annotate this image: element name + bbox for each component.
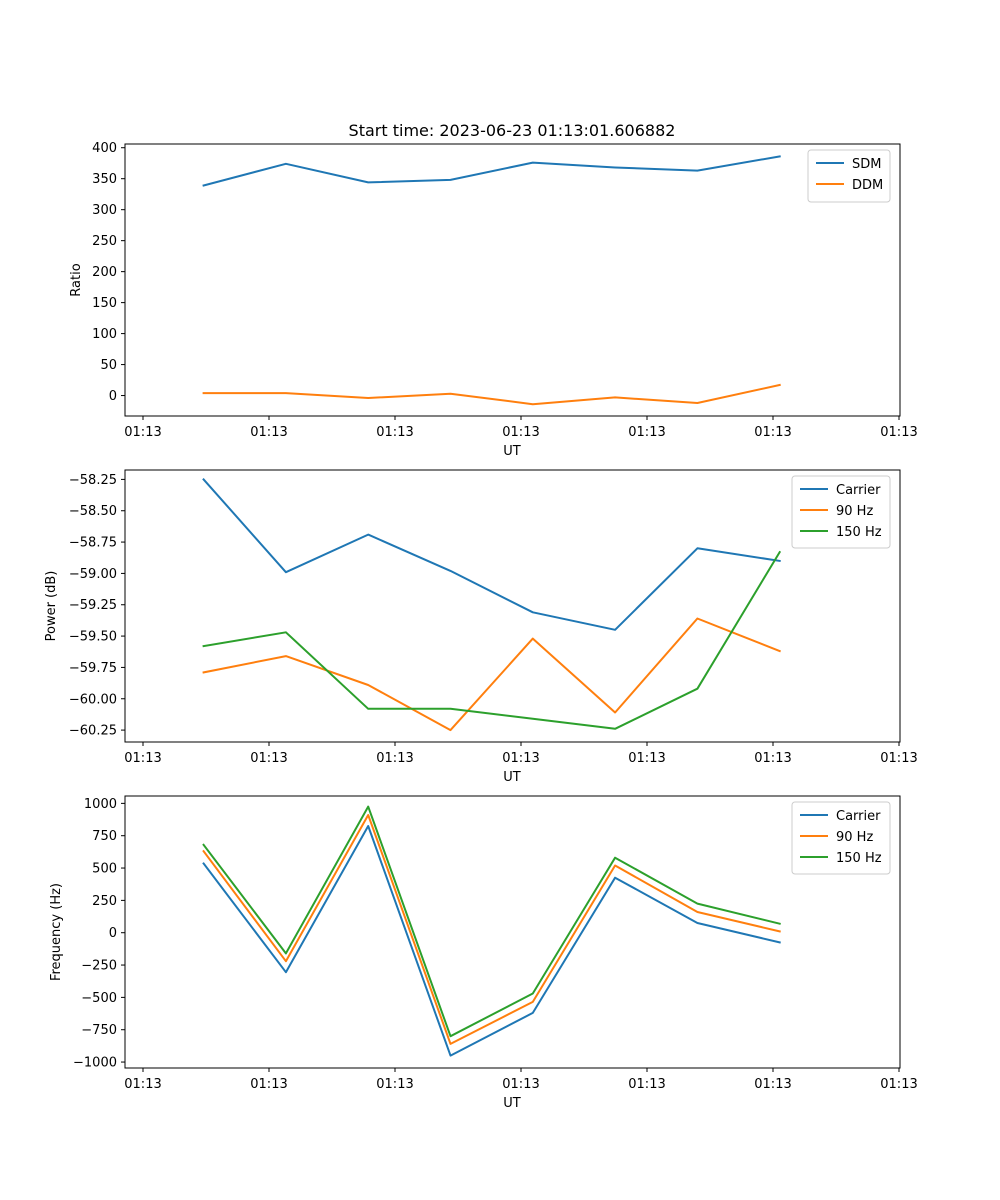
y-tick-label: 750 xyxy=(92,829,117,844)
y-axis-label: Ratio xyxy=(69,263,84,296)
series-line-carrier xyxy=(202,825,781,1057)
series-line-90-hz xyxy=(202,617,781,732)
x-tick-label: 01:13 xyxy=(754,751,791,766)
y-tick-label: −59.25 xyxy=(69,598,117,613)
y-tick-label: 400 xyxy=(92,141,117,156)
legend-label: 150 Hz xyxy=(836,525,882,540)
x-tick-label: 01:13 xyxy=(502,425,539,440)
panel-frequency: 01:13 01:13 01:13 01:13 01:13 01:13 01:13 −1000… xyxy=(49,795,918,1111)
x-tick-label: 01:13 xyxy=(628,751,665,766)
x-tick-label: 01:13 xyxy=(880,751,917,766)
y-tick-label: −58.25 xyxy=(69,473,117,488)
y-tick-label: 1000 xyxy=(84,797,117,812)
legend-label: DDM xyxy=(852,178,883,193)
x-tick-label: 01:13 xyxy=(124,751,161,766)
y-axis-label: Frequency (Hz) xyxy=(49,883,64,981)
y-tick-label: 300 xyxy=(92,203,117,218)
y-tick-label: 250 xyxy=(92,234,117,249)
panel-power: 01:13 01:13 01:13 01:13 01:13 01:13 01:13 −60.2… xyxy=(44,469,918,785)
x-tick-label: 01:13 xyxy=(754,1077,791,1092)
y-axis-label: Power (dB) xyxy=(44,571,59,642)
axes-frame xyxy=(124,469,901,743)
panel-ratio: 01:13 01:13 01:13 01:13 01:13 01:13 01:13 0 50 10… xyxy=(69,141,918,459)
y-tick-label: 0 xyxy=(109,926,117,941)
x-tick-label: 01:13 xyxy=(502,1077,539,1092)
x-tick-label: 01:13 xyxy=(124,425,161,440)
x-tick-label: 01:13 xyxy=(628,425,665,440)
axes-frame xyxy=(124,143,901,417)
y-tick-label: −58.75 xyxy=(69,536,117,551)
y-tick-label: −59.75 xyxy=(69,661,117,676)
y-tick-label: −1000 xyxy=(73,1056,117,1071)
x-tick-label: 01:13 xyxy=(880,425,917,440)
series-line-150-hz xyxy=(202,550,782,730)
series-line-sdm xyxy=(202,155,781,187)
x-tick-label: 01:13 xyxy=(124,1077,161,1092)
x-axis-label: UT xyxy=(503,770,521,785)
series-line-90-hz xyxy=(202,814,781,1045)
y-tick-label: 350 xyxy=(92,172,117,187)
y-tick-label: −500 xyxy=(81,991,117,1006)
x-tick-label: 01:13 xyxy=(250,1077,287,1092)
legend-label: SDM xyxy=(852,157,881,172)
legend-label: Carrier xyxy=(836,483,881,498)
legend-label: 150 Hz xyxy=(836,851,882,866)
series-line-carrier xyxy=(202,477,781,631)
y-tick-label: 500 xyxy=(92,862,117,877)
x-tick-label: 01:13 xyxy=(754,425,791,440)
y-tick-label: 50 xyxy=(100,358,117,373)
series-line-150-hz xyxy=(202,805,781,1038)
x-tick-label: 01:13 xyxy=(250,425,287,440)
y-tick-label: 250 xyxy=(92,894,117,909)
y-tick-label: −59.00 xyxy=(69,567,117,582)
y-tick-label: −58.50 xyxy=(69,504,117,519)
y-tick-label: −250 xyxy=(81,959,117,974)
y-tick-label: 150 xyxy=(92,296,117,311)
x-tick-label: 01:13 xyxy=(376,425,413,440)
x-tick-label: 01:13 xyxy=(502,751,539,766)
x-tick-label: 01:13 xyxy=(376,751,413,766)
x-tick-label: 01:13 xyxy=(250,751,287,766)
x-axis-label: UT xyxy=(503,1096,521,1111)
axes-frame xyxy=(124,795,901,1069)
legend-label: 90 Hz xyxy=(836,504,873,519)
x-tick-label: 01:13 xyxy=(376,1077,413,1092)
series-line-ddm xyxy=(202,383,781,406)
y-tick-label: 0 xyxy=(109,389,117,404)
x-tick-label: 01:13 xyxy=(880,1077,917,1092)
legend-label: 90 Hz xyxy=(836,830,873,845)
y-tick-label: 200 xyxy=(92,265,117,280)
y-tick-label: −60.25 xyxy=(69,724,117,739)
chart-title: Start time: 2023-06-23 01:13:01.606882 xyxy=(349,121,676,140)
y-tick-label: −59.50 xyxy=(69,630,117,645)
legend-label: Carrier xyxy=(836,809,881,824)
y-tick-label: −750 xyxy=(81,1023,117,1038)
x-tick-label: 01:13 xyxy=(628,1077,665,1092)
y-tick-label: −60.00 xyxy=(69,692,117,707)
x-axis-label: UT xyxy=(503,444,521,459)
y-tick-label: 100 xyxy=(92,327,117,342)
